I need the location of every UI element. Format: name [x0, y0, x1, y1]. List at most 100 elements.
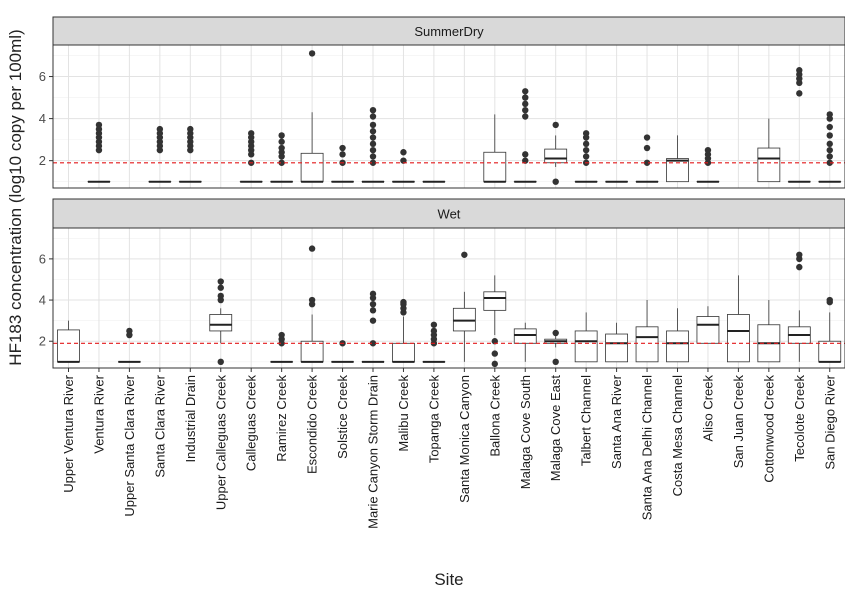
x-tick-label: Ventura River [91, 374, 106, 453]
x-tick-label: Upper Calleguas Creek [213, 375, 228, 511]
outlier-point [644, 134, 650, 140]
outlier-point [827, 147, 833, 153]
outlier-point [370, 317, 376, 323]
outlier-point [796, 90, 802, 96]
x-tick-label: Tecolote Creek [792, 375, 807, 462]
outlier-point [400, 299, 406, 305]
box-body [453, 308, 475, 331]
box-body [727, 314, 749, 361]
box-body [484, 152, 506, 181]
outlier-point [461, 252, 467, 258]
x-tick-label: Ramirez Creek [274, 375, 289, 462]
outlier-point [370, 307, 376, 313]
outlier-point [96, 122, 102, 128]
box-body [697, 317, 719, 344]
outlier-point [218, 285, 224, 291]
box-body [301, 341, 323, 362]
x-tick-label: Santa Clara River [152, 374, 167, 477]
box-body [667, 331, 689, 362]
outlier-point [339, 145, 345, 151]
outlier-point [278, 132, 284, 138]
x-tick-label: Upper Santa Clara River [122, 374, 137, 516]
facet-strip-label: Wet [438, 207, 461, 222]
outlier-point [553, 178, 559, 184]
box-body [758, 148, 780, 182]
outlier-point [827, 153, 833, 159]
x-tick-label: Malaga Cove East [548, 375, 563, 482]
outlier-point [370, 128, 376, 134]
outlier-point [218, 278, 224, 284]
outlier-point [370, 134, 376, 140]
outlier-point [157, 126, 163, 132]
y-tick-label: 4 [39, 111, 46, 126]
box-body [514, 329, 536, 343]
outlier-point [827, 111, 833, 117]
x-axis-title: Site [434, 570, 463, 589]
box-body [667, 159, 689, 182]
outlier-point [309, 245, 315, 251]
outlier-point [370, 122, 376, 128]
outlier-point [431, 322, 437, 328]
outlier-point [522, 101, 528, 107]
x-tick-label: Marie Canyon Storm Drain [366, 375, 381, 529]
outlier-point [431, 328, 437, 334]
outlier-point [522, 113, 528, 119]
x-tick-label: San Juan Creek [731, 375, 746, 469]
outlier-point [278, 139, 284, 145]
x-tick-label: Upper Ventura River [61, 374, 76, 492]
outlier-point [278, 332, 284, 338]
outlier-point [370, 153, 376, 159]
x-tick-label: Topanga Creek [426, 375, 441, 464]
outlier-point [583, 147, 589, 153]
box-body [819, 341, 841, 362]
outlier-point [827, 141, 833, 147]
outlier-point [248, 130, 254, 136]
facet-strip-label: SummerDry [414, 24, 484, 39]
x-tick-label: Santa Ana River [609, 374, 624, 469]
outlier-point [370, 301, 376, 307]
outlier-point [827, 132, 833, 138]
outlier-point [644, 145, 650, 151]
outlier-point [553, 330, 559, 336]
y-tick-label: 2 [39, 334, 46, 349]
outlier-point [553, 122, 559, 128]
x-tick-label: Aliso Creek [700, 375, 715, 442]
y-tick-label: 6 [39, 251, 46, 266]
outlier-point [522, 107, 528, 113]
outlier-point [370, 113, 376, 119]
outlier-point [796, 67, 802, 73]
outlier-point [492, 350, 498, 356]
x-tick-label: Cottonwood Creek [761, 375, 776, 483]
outlier-point [583, 141, 589, 147]
outlier-point [827, 124, 833, 130]
box-body [575, 331, 597, 362]
box-body [58, 330, 80, 362]
x-tick-label: Ballona Creek [487, 375, 502, 457]
x-tick-label: San Diego River [822, 374, 837, 469]
y-axis-title: HF183 concentration (log10 copy per 100m… [6, 29, 25, 365]
x-tick-label: Malibu Creek [396, 375, 411, 452]
outlier-point [796, 252, 802, 258]
outlier-point [522, 94, 528, 100]
outlier-point [218, 359, 224, 365]
outlier-point [309, 297, 315, 303]
outlier-point [278, 145, 284, 151]
outlier-point [370, 141, 376, 147]
outlier-point [370, 107, 376, 113]
outlier-point [126, 328, 132, 334]
outlier-point [218, 293, 224, 299]
outlier-point [796, 264, 802, 270]
x-tick-label: Industrial Drain [183, 375, 198, 462]
outlier-point [370, 147, 376, 153]
box-body [545, 149, 567, 163]
outlier-point [583, 130, 589, 136]
outlier-point [705, 147, 711, 153]
y-tick-label: 2 [39, 153, 46, 168]
outlier-point [309, 50, 315, 56]
outlier-point [339, 151, 345, 157]
x-tick-label: Costa Mesa Channel [670, 375, 685, 497]
y-tick-label: 6 [39, 69, 46, 84]
